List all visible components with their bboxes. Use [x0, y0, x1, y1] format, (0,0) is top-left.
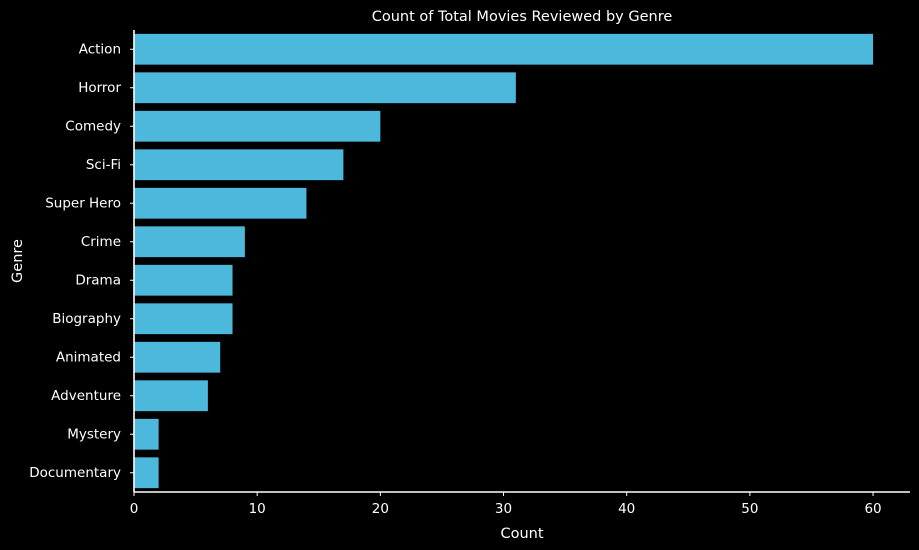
- y-tick-label: Super Hero: [45, 195, 121, 211]
- y-axis-ticks: Action Horror Comedy Sci-Fi Super Hero Crime D…: [29, 41, 134, 481]
- bar-biography: [134, 303, 233, 335]
- bars-group: [134, 33, 874, 489]
- y-tick-label: Horror: [78, 80, 121, 96]
- y-tick-label: Drama: [75, 272, 121, 288]
- bar-horror: [134, 72, 516, 104]
- x-tick-label: 20: [372, 501, 389, 517]
- y-tick-label: Animated: [56, 349, 121, 365]
- y-tick-label: Comedy: [65, 118, 121, 134]
- x-axis-ticks: 0 10 20 30 40 50 60: [130, 492, 882, 517]
- y-tick-label: Documentary: [29, 465, 121, 481]
- y-axis-label: Genre: [10, 239, 26, 283]
- bar-drama: [134, 264, 233, 296]
- y-tick-label: Mystery: [67, 426, 121, 442]
- bar-documentary: [134, 457, 159, 489]
- x-tick-label: 50: [741, 501, 758, 517]
- bar-action: [134, 33, 874, 65]
- y-tick-label: Crime: [81, 234, 121, 250]
- bar-super-hero: [134, 187, 307, 219]
- bar-animated: [134, 341, 221, 373]
- x-axis-label: Count: [500, 526, 543, 542]
- bar-sci-fi: [134, 149, 344, 181]
- y-tick-label: Adventure: [51, 388, 121, 404]
- x-tick-label: 30: [495, 501, 512, 517]
- x-tick-label: 0: [130, 501, 139, 517]
- bar-comedy: [134, 110, 381, 142]
- bar-mystery: [134, 418, 159, 450]
- x-tick-label: 40: [618, 501, 635, 517]
- x-tick-label: 60: [864, 501, 881, 517]
- bar-adventure: [134, 380, 208, 412]
- y-tick-label: Biography: [52, 311, 121, 327]
- chart-title: Count of Total Movies Reviewed by Genre: [372, 9, 673, 25]
- y-tick-label: Sci-Fi: [86, 157, 121, 173]
- x-tick-label: 10: [249, 501, 266, 517]
- bar-crime: [134, 226, 245, 258]
- y-tick-label: Action: [79, 41, 121, 57]
